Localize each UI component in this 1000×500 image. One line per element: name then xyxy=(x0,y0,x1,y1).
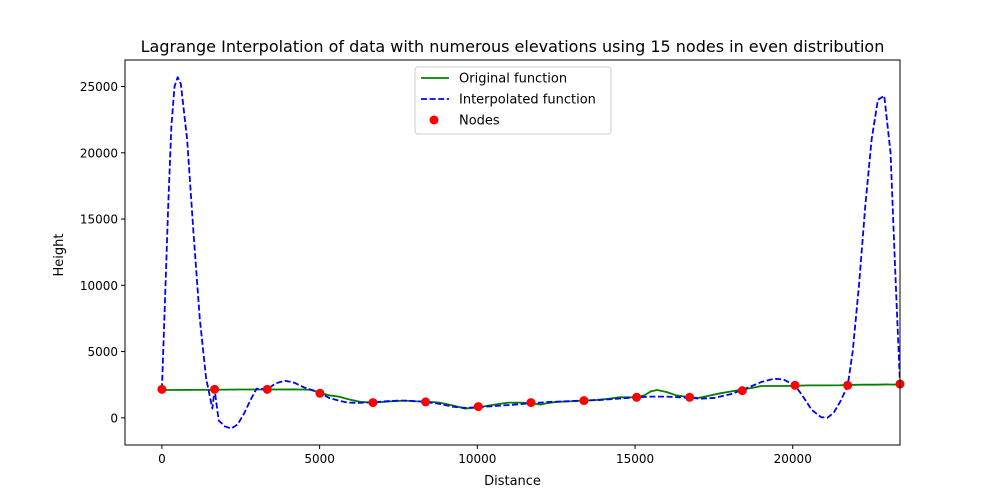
x-tick-label: 20000 xyxy=(774,452,812,466)
x-tick-label: 5000 xyxy=(304,452,335,466)
y-tick-label: 0 xyxy=(110,411,118,425)
chart-title: Lagrange Interpolation of data with nume… xyxy=(141,37,885,56)
legend-nodes-marker xyxy=(429,115,439,125)
x-tick-label: 0 xyxy=(158,452,166,466)
legend-label: Interpolated function xyxy=(459,93,596,108)
y-tick-label: 10000 xyxy=(80,279,118,293)
node-point xyxy=(368,398,378,408)
y-tick-label: 25000 xyxy=(80,80,118,94)
node-point xyxy=(210,384,220,394)
node-point xyxy=(473,402,483,412)
interpolated-function-line xyxy=(161,76,900,430)
legend-box xyxy=(414,66,612,135)
legend-label: Original function xyxy=(459,72,567,87)
y-tick-label: 20000 xyxy=(80,146,118,160)
y-tick-label: 15000 xyxy=(80,213,118,227)
node-point xyxy=(632,392,642,402)
x-tick-label: 10000 xyxy=(458,452,496,466)
x-tick-label: 15000 xyxy=(616,452,654,466)
node-point xyxy=(157,384,167,394)
node-point xyxy=(315,388,325,398)
node-point xyxy=(526,398,536,408)
node-point xyxy=(421,397,431,407)
x-axis-label: Distance xyxy=(484,474,541,489)
node-point xyxy=(579,396,589,406)
axes-frame xyxy=(124,59,901,446)
node-point xyxy=(843,380,853,390)
y-tick-label: 5000 xyxy=(87,345,118,359)
original-function-line xyxy=(161,383,900,410)
node-point xyxy=(262,384,272,394)
legend: Original function Interpolated function No… xyxy=(414,66,612,135)
node-point xyxy=(737,386,747,396)
y-axis-label: Height xyxy=(52,234,67,277)
axes: 0 5000 10000 15000 20000 0 5000 10000 15000 20000… xyxy=(80,59,901,466)
legend-label: Nodes xyxy=(459,114,500,129)
node-point xyxy=(685,392,695,402)
node-point xyxy=(790,380,800,390)
plot-area xyxy=(157,76,905,430)
